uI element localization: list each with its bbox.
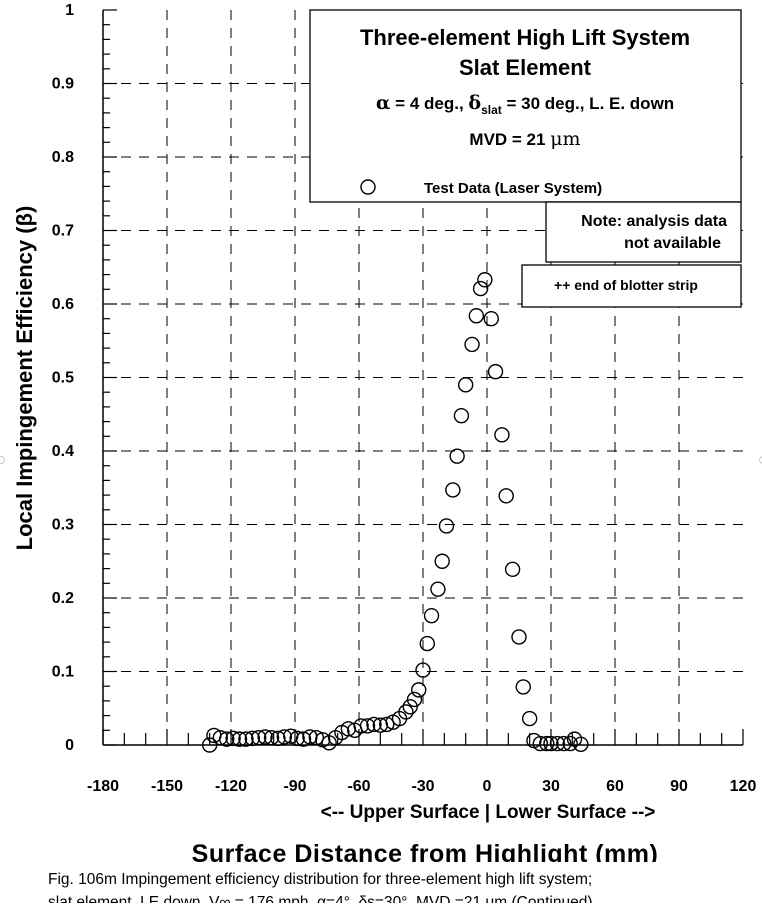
note-line2: not available <box>624 235 721 252</box>
title-box <box>309 9 742 203</box>
data-point <box>212 729 229 746</box>
data-point <box>468 308 485 324</box>
x-tick-label: -30 <box>411 778 434 795</box>
data-point <box>359 718 376 734</box>
data-point <box>498 488 514 504</box>
figure-caption: Fig. 106m Impingement efficiency distrib… <box>48 868 748 903</box>
note-box <box>545 201 742 263</box>
x-tick-label: 90 <box>670 778 688 795</box>
data-point <box>515 679 531 695</box>
data-point <box>251 729 267 746</box>
note-line1: Note: analysis data <box>581 213 727 230</box>
data-point <box>270 730 286 747</box>
caption-line2: slat element, LE down, V∞ = 176 mph, α=4… <box>48 894 593 903</box>
data-point <box>398 704 414 720</box>
right-edge-handle <box>759 456 762 464</box>
data-point <box>457 377 474 393</box>
data-point <box>562 735 578 752</box>
data-point <box>231 731 248 747</box>
data-point <box>263 729 280 746</box>
data-point <box>201 737 218 753</box>
data-point <box>521 710 538 727</box>
left-edge-handle <box>0 456 5 464</box>
x-tick-label: -120 <box>215 778 247 795</box>
data-point <box>295 731 312 747</box>
x-axis-title: Surface Distance from Highlight (mm) <box>192 840 659 862</box>
x-tick-label: 30 <box>542 778 560 795</box>
x-tick-label: -90 <box>283 778 306 795</box>
y-axis-title: Local Impingement Efficiency (β) <box>12 206 37 551</box>
data-point <box>419 635 435 652</box>
chart-title-line1: Three-element High Lift System <box>360 25 690 50</box>
x-tick-label: -150 <box>151 778 183 795</box>
data-point <box>438 518 455 534</box>
chart-title-line2: Slat Element <box>459 55 592 80</box>
data-point <box>276 729 293 745</box>
data-point <box>411 682 427 698</box>
data-point <box>464 336 480 353</box>
y-tick-label: 1 <box>65 2 74 19</box>
data-points <box>201 272 589 753</box>
x-tick-label: 120 <box>730 778 757 795</box>
data-point <box>308 729 325 746</box>
data-point <box>483 311 499 327</box>
x-tick-label: 60 <box>606 778 624 795</box>
y-tick-label: 0.7 <box>52 223 74 240</box>
data-point <box>511 629 527 645</box>
y-tick-label: 0.1 <box>52 664 74 681</box>
conditions-line: α = 4 deg., δslat = 30 deg., L. E. down <box>376 92 674 117</box>
data-point <box>549 735 566 752</box>
y-tick-label: 0.4 <box>52 443 74 460</box>
data-point <box>423 607 440 624</box>
axes <box>102 9 744 746</box>
data-point <box>430 581 446 597</box>
y-tick-label: 0 <box>65 737 74 754</box>
data-point <box>244 730 261 747</box>
data-point <box>573 736 589 752</box>
blotter-box <box>521 264 742 308</box>
data-point <box>289 730 305 747</box>
x-direction-label: <-- Upper Surface | Lower Surface --> <box>321 802 656 823</box>
grid-lines <box>103 10 743 745</box>
data-point <box>453 408 470 424</box>
y-tick-label: 0.3 <box>52 517 74 534</box>
data-point <box>543 735 559 752</box>
data-point <box>415 662 431 678</box>
data-point <box>219 731 235 747</box>
x-tick-label: -60 <box>347 778 370 795</box>
data-point <box>504 561 521 578</box>
tick-labels: -180 -150 -120 -90 -60 -30 0 30 60 90 120 0 0.1 0.2 0.… <box>52 2 757 795</box>
blotter-note: ++ end of blotter strip <box>554 277 698 293</box>
data-point <box>494 427 510 443</box>
data-point <box>449 448 465 464</box>
data-point <box>445 482 461 498</box>
mvd-line: MVD = 21 μm <box>469 128 580 150</box>
data-point <box>366 716 382 733</box>
y-tick-label: 0.9 <box>52 76 74 93</box>
data-point <box>477 272 493 288</box>
data-point <box>556 735 572 752</box>
data-point <box>539 735 555 752</box>
data-point <box>532 735 549 752</box>
y-tick-label: 0.6 <box>52 296 74 313</box>
data-point <box>472 280 489 297</box>
x-tick-label: -180 <box>87 778 119 795</box>
legend-marker <box>360 179 376 195</box>
y-tick-label: 0.2 <box>52 590 74 607</box>
y-tick-label: 0.8 <box>52 149 74 166</box>
data-point <box>406 691 423 708</box>
data-point <box>379 716 395 733</box>
data-point <box>402 699 418 715</box>
data-point <box>434 553 450 569</box>
data-point <box>257 729 273 745</box>
caption-line1: Fig. 106m Impingement efficiency distrib… <box>48 871 593 888</box>
impingement-chart: -180 -150 -120 -90 -60 -30 0 30 60 90 120 0 0.1 0.2 0.… <box>12 2 757 862</box>
data-point <box>225 730 241 747</box>
data-point <box>353 718 369 734</box>
data-point <box>238 731 254 747</box>
x-tick-label: 0 <box>483 778 492 795</box>
y-tick-label: 0.5 <box>52 370 74 387</box>
data-point <box>487 363 504 380</box>
legend-label: Test Data (Laser System) <box>424 180 602 197</box>
